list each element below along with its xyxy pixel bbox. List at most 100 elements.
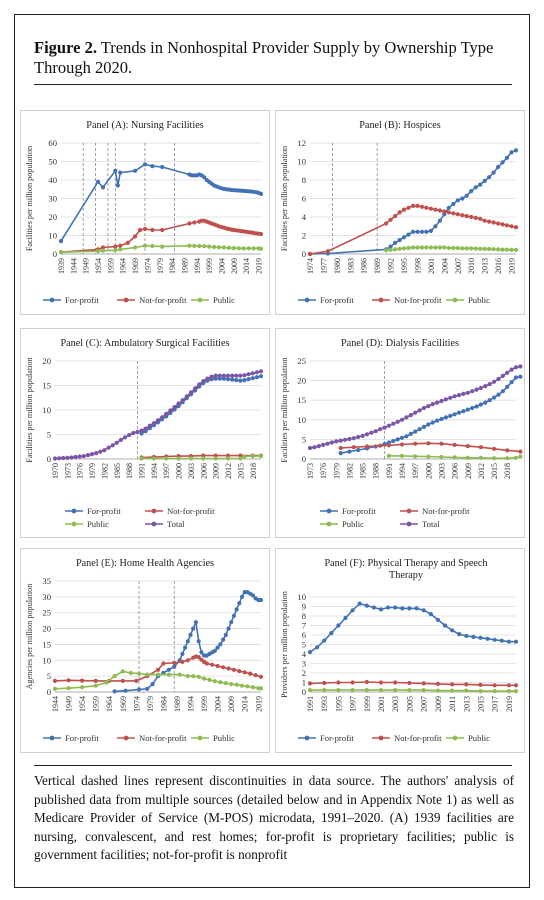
data-point <box>336 688 341 693</box>
data-point <box>230 373 235 378</box>
data-point <box>160 415 165 420</box>
data-point <box>393 680 398 685</box>
series-for-profit <box>307 601 519 655</box>
y-tick-label: 15 <box>297 395 306 405</box>
y-axis-label: Providers per million population <box>280 591 289 698</box>
series-public <box>384 245 519 253</box>
data-point <box>518 374 523 379</box>
legend-marker <box>452 297 458 303</box>
x-tick-label: 2000 <box>424 463 433 479</box>
data-point <box>221 637 226 642</box>
data-point <box>217 376 222 381</box>
x-tick-label: 1991 <box>306 696 315 712</box>
data-point <box>473 246 478 251</box>
data-point <box>226 666 231 671</box>
data-point <box>183 645 188 650</box>
data-point <box>110 443 115 448</box>
data-point <box>364 603 369 608</box>
data-point <box>443 415 448 420</box>
data-point <box>193 386 198 391</box>
x-tick-label: 2009 <box>212 463 221 479</box>
data-point <box>406 205 411 210</box>
data-point <box>216 245 222 250</box>
data-point <box>364 679 369 685</box>
data-point <box>485 636 490 641</box>
y-tick-label: 20 <box>42 356 51 366</box>
legend-item-public: Public <box>320 519 364 529</box>
data-point <box>307 251 313 257</box>
x-tick-label: 1994 <box>187 696 196 712</box>
data-point <box>452 412 457 417</box>
data-point <box>118 243 123 248</box>
data-point <box>478 385 483 391</box>
data-point <box>492 689 497 694</box>
data-point <box>464 193 469 198</box>
data-point <box>513 365 519 370</box>
data-point <box>231 613 236 618</box>
data-point <box>455 198 460 203</box>
data-point <box>492 637 497 642</box>
legend-label: For-profit <box>65 295 99 305</box>
data-point <box>100 248 106 253</box>
data-point <box>258 374 264 379</box>
data-point <box>246 372 251 377</box>
x-tick-label: 1980 <box>333 258 342 274</box>
data-point <box>401 207 407 212</box>
series-total <box>307 364 523 451</box>
data-point <box>388 217 393 222</box>
data-point <box>307 681 313 686</box>
data-point <box>421 608 426 613</box>
data-point <box>334 439 339 444</box>
data-point <box>316 444 321 449</box>
data-point <box>131 430 136 436</box>
data-point <box>246 377 251 382</box>
y-tick-label: 0 <box>302 687 306 697</box>
x-tick-label: 2018 <box>503 463 512 479</box>
data-point <box>160 164 165 170</box>
data-point <box>487 382 492 387</box>
x-tick-label: 1974 <box>143 258 152 274</box>
data-point <box>231 246 236 251</box>
data-point <box>452 442 457 447</box>
data-point <box>395 419 400 424</box>
data-point <box>112 674 117 679</box>
data-point <box>424 229 429 234</box>
data-point <box>106 445 111 450</box>
data-point <box>188 456 194 461</box>
legend-label: Not-for-profit <box>139 733 187 743</box>
x-tick-label: 1999 <box>363 696 372 712</box>
data-point <box>128 670 133 676</box>
x-tick-label: 1983 <box>346 258 355 274</box>
data-point <box>388 247 393 252</box>
data-point <box>155 667 161 672</box>
data-point <box>513 375 519 380</box>
legend-marker <box>406 508 412 514</box>
data-point <box>168 408 173 413</box>
data-point <box>470 405 475 411</box>
y-tick-label: 8 <box>302 175 306 185</box>
x-tick-label: 1989 <box>373 258 382 274</box>
data-point <box>322 688 327 693</box>
data-point <box>451 211 456 216</box>
data-point <box>442 245 447 250</box>
data-point <box>384 221 389 226</box>
data-point <box>518 449 523 454</box>
x-tick-label: 1989 <box>173 696 182 712</box>
x-tick-label: 2019 <box>254 696 263 712</box>
data-point <box>81 454 86 459</box>
data-point <box>500 160 505 165</box>
data-point <box>123 688 128 693</box>
series-total <box>52 369 264 461</box>
data-point <box>172 664 177 669</box>
data-point <box>218 642 223 647</box>
data-point <box>329 440 334 445</box>
data-point <box>356 447 361 453</box>
data-point <box>118 247 123 252</box>
x-tick-label: 2015 <box>476 696 485 712</box>
x-tick-label: 1991 <box>138 463 147 479</box>
data-point <box>356 434 361 440</box>
data-point <box>450 688 455 693</box>
data-point <box>145 686 150 691</box>
data-point <box>415 229 420 234</box>
legend-marker <box>49 297 55 303</box>
